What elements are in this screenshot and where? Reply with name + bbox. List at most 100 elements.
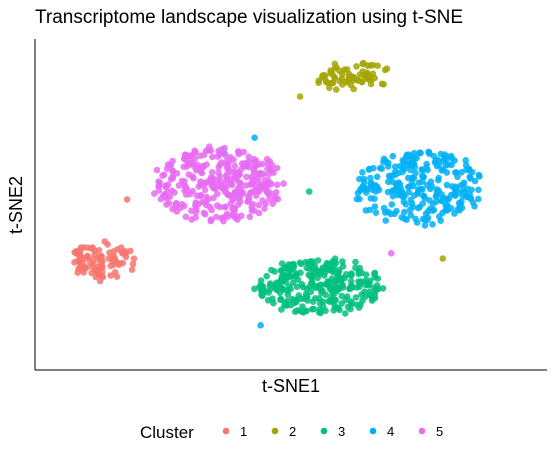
data-point <box>387 250 395 257</box>
data-point <box>469 168 476 176</box>
data-point <box>399 190 407 198</box>
legend-label-3: 3 <box>338 424 345 439</box>
data-point <box>188 152 196 159</box>
data-point <box>431 159 439 166</box>
data-point <box>128 266 136 274</box>
data-point <box>339 258 346 265</box>
data-point <box>432 193 440 200</box>
data-point <box>452 169 459 176</box>
data-point <box>367 174 374 182</box>
data-point <box>347 305 354 313</box>
data-point <box>236 170 243 178</box>
data-point <box>206 143 213 150</box>
data-point <box>389 192 397 200</box>
data-point <box>207 217 214 225</box>
data-point <box>129 260 137 268</box>
data-point <box>439 255 447 262</box>
data-point <box>333 64 340 71</box>
data-point <box>361 179 368 186</box>
data-point <box>359 169 366 176</box>
data-point <box>234 194 242 202</box>
data-point <box>84 244 92 251</box>
data-point <box>268 167 275 175</box>
data-point <box>443 152 450 160</box>
data-point <box>245 158 252 166</box>
data-point <box>405 183 412 191</box>
data-point <box>259 197 266 204</box>
data-point <box>85 254 92 261</box>
data-point <box>287 285 294 293</box>
data-point <box>273 181 281 188</box>
data-point <box>251 285 258 293</box>
data-point <box>452 183 459 190</box>
data-point <box>397 184 404 191</box>
data-point <box>475 186 482 194</box>
data-point <box>460 179 468 186</box>
data-point <box>204 196 212 203</box>
data-point <box>151 190 158 197</box>
data-point <box>435 174 443 182</box>
data-point <box>372 209 380 216</box>
data-point <box>255 201 263 209</box>
data-point <box>259 292 266 300</box>
data-point <box>305 188 313 195</box>
data-point <box>255 187 263 195</box>
data-point <box>371 270 378 278</box>
data-point <box>327 67 334 74</box>
data-point <box>95 247 103 254</box>
data-point <box>366 288 373 296</box>
data-point <box>159 172 166 179</box>
data-point <box>251 171 259 179</box>
data-point <box>224 163 232 170</box>
data-point <box>180 163 187 171</box>
data-point <box>213 213 220 221</box>
data-point <box>393 207 400 215</box>
data-point <box>115 261 123 269</box>
data-point <box>215 163 222 171</box>
data-point <box>263 155 271 163</box>
data-point <box>372 182 379 189</box>
data-point <box>314 257 322 264</box>
data-point <box>281 299 289 307</box>
data-point <box>471 177 479 185</box>
data-point <box>414 204 422 212</box>
data-point <box>348 270 355 277</box>
data-point <box>425 148 432 156</box>
data-point <box>296 93 304 100</box>
data-point <box>156 182 163 190</box>
data-point <box>343 293 351 300</box>
data-point <box>471 203 478 210</box>
data-point <box>419 200 427 207</box>
data-point <box>347 298 355 305</box>
data-point <box>328 293 335 301</box>
data-point <box>218 159 225 166</box>
data-point <box>161 191 168 199</box>
data-point <box>468 186 475 194</box>
data-point <box>247 181 254 188</box>
legend-label-2: 2 <box>289 424 296 439</box>
series-cluster-1 <box>71 196 138 285</box>
data-point <box>265 177 272 185</box>
data-point <box>367 80 375 88</box>
data-point <box>273 164 281 172</box>
data-point <box>97 264 104 272</box>
data-point <box>229 196 236 203</box>
data-point <box>255 209 263 217</box>
data-point <box>332 283 340 291</box>
data-point <box>229 168 236 176</box>
data-point <box>373 173 381 181</box>
data-point <box>272 189 280 196</box>
chart-title: Transcriptome landscape visualization us… <box>35 7 463 28</box>
data-point <box>391 163 399 170</box>
y-axis-label: t-SNE2 <box>6 176 26 234</box>
data-point <box>230 212 238 219</box>
data-point <box>186 190 194 198</box>
data-point <box>437 217 445 224</box>
data-point <box>245 153 253 161</box>
data-point <box>360 59 367 67</box>
data-point <box>162 182 169 189</box>
legend-label-1: 1 <box>240 424 247 439</box>
data-point <box>235 149 243 156</box>
data-point <box>104 241 111 248</box>
data-point <box>401 208 408 216</box>
